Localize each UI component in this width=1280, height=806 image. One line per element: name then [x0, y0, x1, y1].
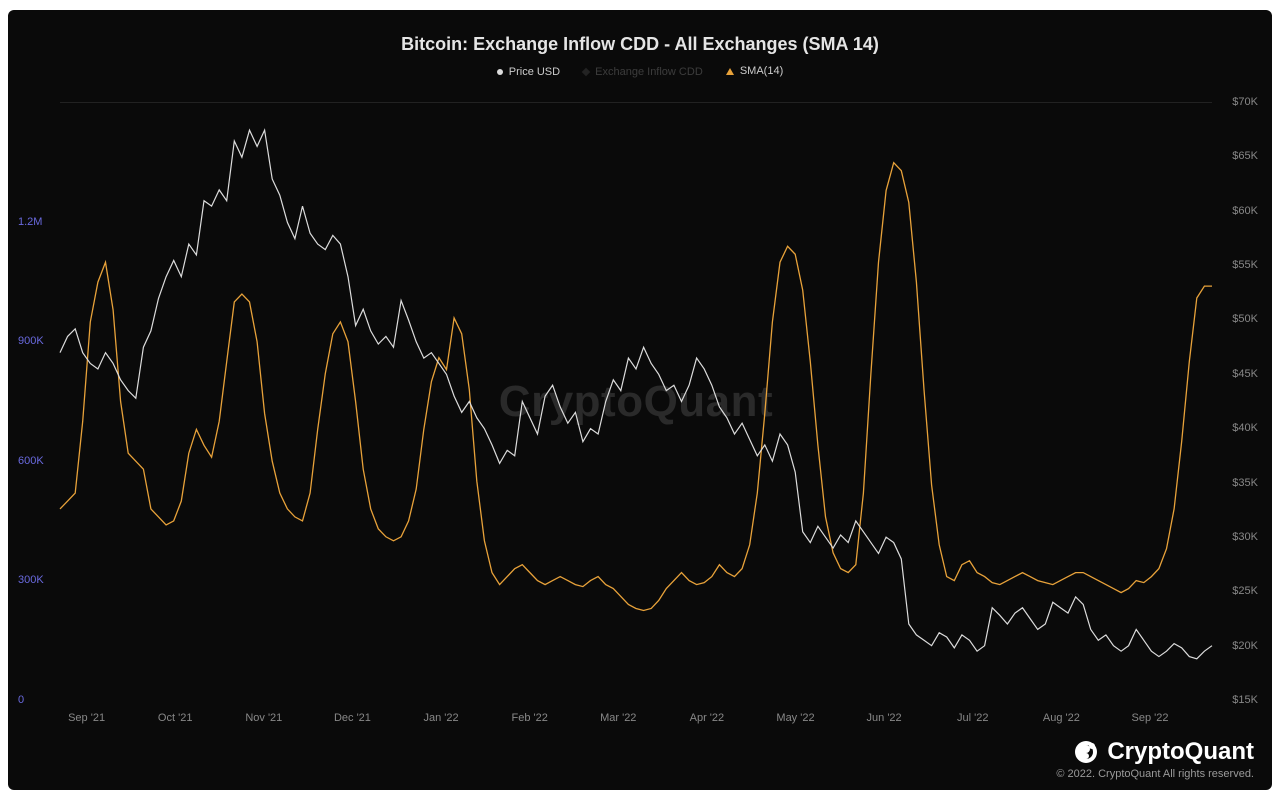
y-right-tick-label: $25K — [1232, 585, 1258, 597]
x-tick-label: Aug '22 — [1043, 712, 1080, 724]
y-left-tick-label: 300K — [18, 574, 44, 586]
legend-swatch-diamond — [582, 67, 590, 75]
y-right-tick-label: $50K — [1232, 313, 1258, 325]
chart-container: Bitcoin: Exchange Inflow CDD - All Excha… — [8, 10, 1272, 790]
brand-bar: CryptoQuant © 2022. CryptoQuant All righ… — [1056, 738, 1254, 780]
y-right-tick-label: $45K — [1232, 368, 1258, 380]
legend-item-sma[interactable]: SMA(14) — [726, 65, 783, 77]
x-tick-label: Sep '21 — [68, 712, 105, 724]
price-line — [60, 130, 1212, 659]
y-right-tick-label: $30K — [1232, 531, 1258, 543]
plot-area: CryptoQuant — [60, 102, 1212, 700]
x-tick-label: Jun '22 — [867, 712, 902, 724]
chart-title: Bitcoin: Exchange Inflow CDD - All Excha… — [8, 10, 1272, 65]
y-right-tick-label: $65K — [1232, 150, 1258, 162]
x-tick-label: Apr '22 — [690, 712, 725, 724]
x-tick-label: Jan '22 — [423, 712, 458, 724]
legend-label: Price USD — [509, 66, 560, 78]
x-tick-label: Sep '22 — [1131, 712, 1168, 724]
y-right-tick-label: $15K — [1232, 694, 1258, 706]
y-left-tick-label: 600K — [18, 455, 44, 467]
copyright: © 2022. CryptoQuant All rights reserved. — [1056, 768, 1254, 780]
y-left-tick-label: 900K — [18, 335, 44, 347]
y-left-tick-label: 0 — [18, 694, 24, 706]
series-svg — [60, 103, 1212, 700]
y-right-tick-label: $55K — [1232, 259, 1258, 271]
y-right-tick-label: $20K — [1232, 640, 1258, 652]
legend-item-cdd[interactable]: Exchange Inflow CDD — [583, 66, 703, 78]
x-tick-label: Nov '21 — [245, 712, 282, 724]
x-tick-label: Jul '22 — [957, 712, 988, 724]
legend-item-price[interactable]: Price USD — [497, 66, 560, 78]
brand-logo-icon — [1073, 739, 1099, 765]
y-right-tick-label: $70K — [1232, 96, 1258, 108]
sma-line — [60, 163, 1212, 611]
legend: Price USD Exchange Inflow CDD SMA(14) — [8, 65, 1272, 88]
brand-logo: CryptoQuant — [1056, 738, 1254, 766]
x-tick-label: May '22 — [776, 712, 814, 724]
x-tick-label: Mar '22 — [600, 712, 636, 724]
y-right-tick-label: $40K — [1232, 422, 1258, 434]
legend-label: Exchange Inflow CDD — [595, 66, 703, 78]
legend-swatch-circle — [497, 69, 503, 75]
legend-label: SMA(14) — [740, 65, 783, 77]
x-tick-label: Oct '21 — [158, 712, 193, 724]
x-tick-label: Dec '21 — [334, 712, 371, 724]
y-left-tick-label: 1.2M — [18, 216, 42, 228]
legend-swatch-triangle — [726, 68, 734, 75]
y-right-tick-label: $35K — [1232, 477, 1258, 489]
x-tick-label: Feb '22 — [511, 712, 547, 724]
brand-name: CryptoQuant — [1107, 738, 1254, 766]
y-right-tick-label: $60K — [1232, 205, 1258, 217]
